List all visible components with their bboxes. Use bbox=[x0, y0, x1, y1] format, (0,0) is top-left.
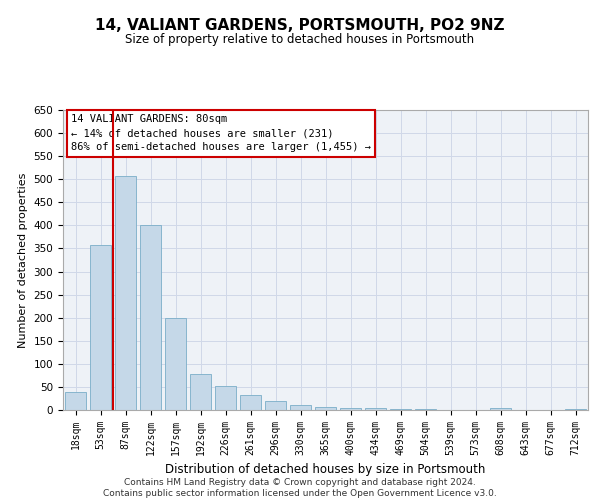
Bar bbox=[340, 408, 361, 410]
Bar bbox=[140, 226, 161, 410]
Bar bbox=[240, 395, 261, 410]
Text: Size of property relative to detached houses in Portsmouth: Size of property relative to detached ho… bbox=[125, 32, 475, 46]
Bar bbox=[165, 318, 186, 410]
Bar bbox=[415, 409, 436, 410]
X-axis label: Distribution of detached houses by size in Portsmouth: Distribution of detached houses by size … bbox=[166, 464, 485, 476]
Bar bbox=[365, 408, 386, 410]
Bar bbox=[290, 406, 311, 410]
Bar bbox=[65, 392, 86, 410]
Bar bbox=[390, 408, 411, 410]
Bar bbox=[315, 407, 336, 410]
Bar bbox=[90, 245, 111, 410]
Bar bbox=[490, 408, 511, 410]
Bar bbox=[190, 374, 211, 410]
Text: 14, VALIANT GARDENS, PORTSMOUTH, PO2 9NZ: 14, VALIANT GARDENS, PORTSMOUTH, PO2 9NZ bbox=[95, 18, 505, 32]
Text: 14 VALIANT GARDENS: 80sqm
← 14% of detached houses are smaller (231)
86% of semi: 14 VALIANT GARDENS: 80sqm ← 14% of detac… bbox=[71, 114, 371, 152]
Y-axis label: Number of detached properties: Number of detached properties bbox=[18, 172, 28, 348]
Bar bbox=[265, 401, 286, 410]
Bar bbox=[565, 408, 586, 410]
Text: Contains HM Land Registry data © Crown copyright and database right 2024.
Contai: Contains HM Land Registry data © Crown c… bbox=[103, 478, 497, 498]
Bar bbox=[215, 386, 236, 410]
Bar bbox=[115, 176, 136, 410]
